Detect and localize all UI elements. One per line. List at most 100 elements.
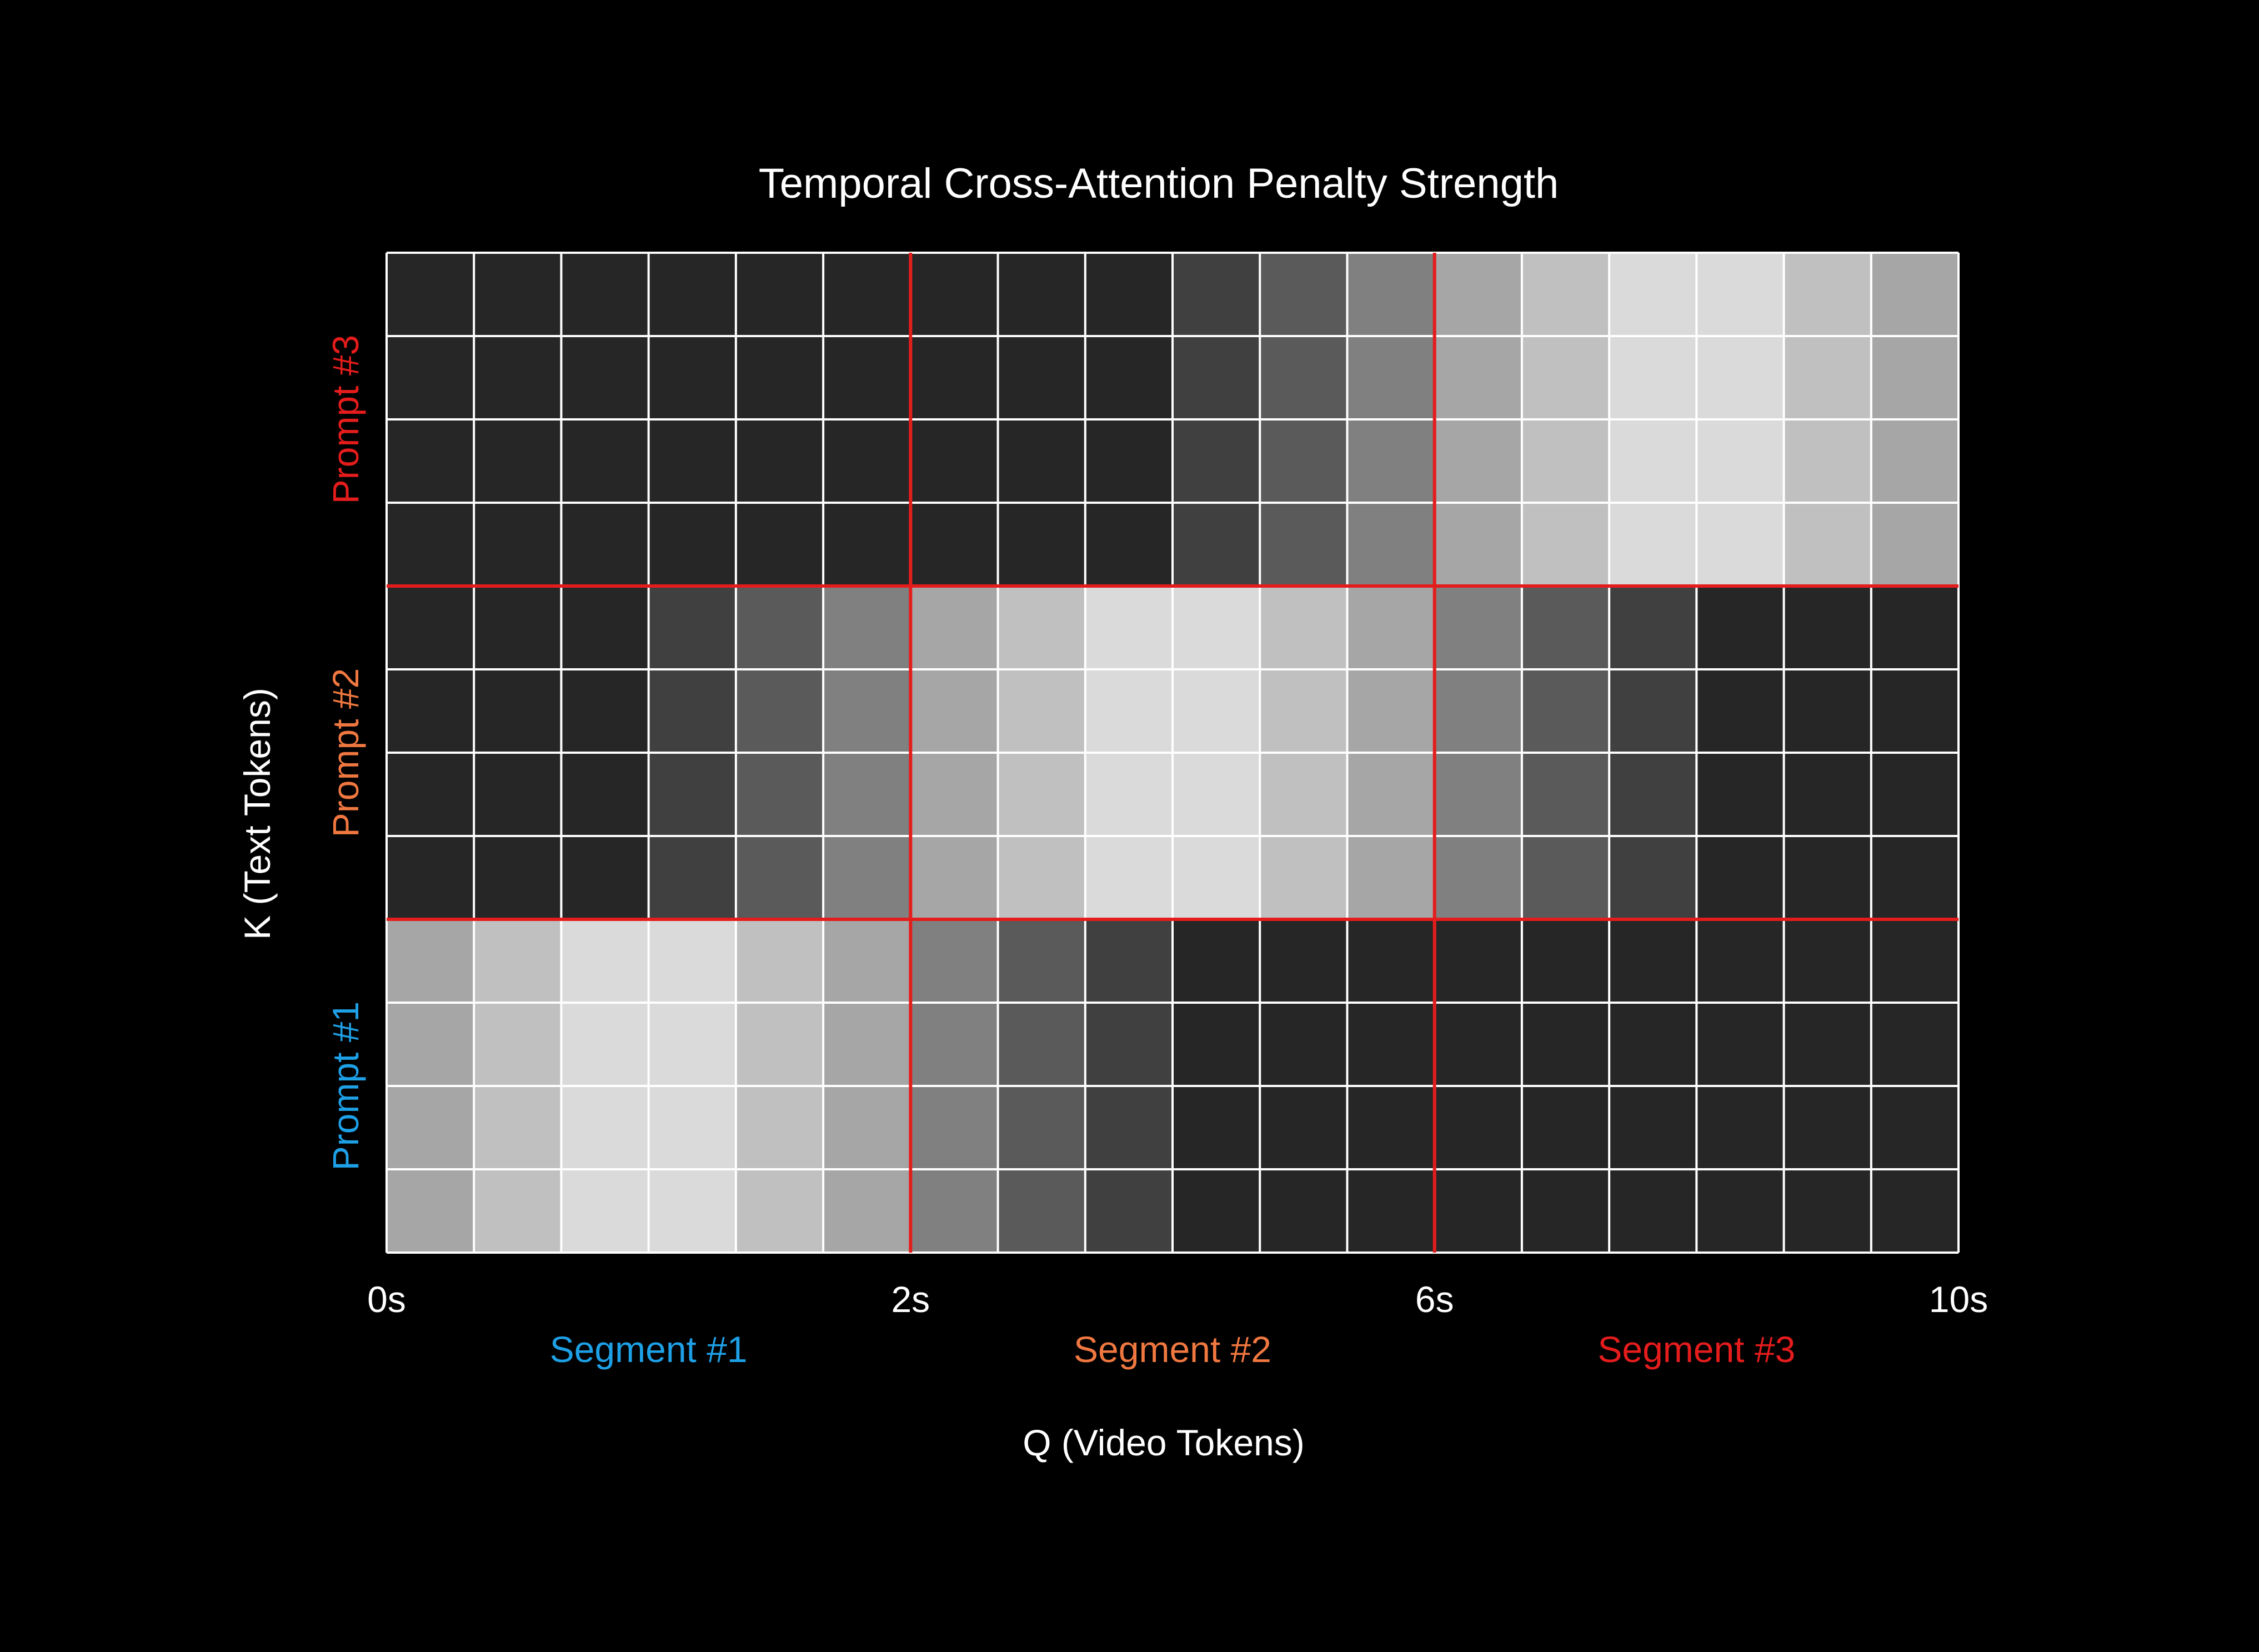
heatmap-cell <box>1434 1086 1522 1169</box>
heatmap-cell <box>998 836 1085 919</box>
heatmap-cell <box>1347 586 1435 669</box>
heatmap-cell <box>474 336 562 419</box>
heatmap-cell <box>1260 336 1348 419</box>
heatmap-cell <box>387 753 474 836</box>
heatmap-cell <box>387 1003 474 1086</box>
heatmap-cell <box>823 586 911 669</box>
heatmap-cell <box>561 1086 649 1169</box>
heatmap-cell <box>823 503 911 586</box>
heatmap-cell <box>1085 919 1173 1003</box>
heatmap-cell <box>1347 919 1435 1003</box>
heatmap-cell <box>1784 1086 1871 1169</box>
heatmap-cell <box>735 753 824 836</box>
heatmap-cell <box>823 1003 911 1086</box>
heatmap-cell <box>474 1003 562 1086</box>
heatmap-cell <box>998 919 1085 1003</box>
heatmap-cell <box>735 503 824 586</box>
heatmap-cell <box>648 669 736 753</box>
heatmap-cell <box>561 586 649 669</box>
heatmap-cell <box>1521 753 1610 836</box>
heatmap-cell <box>1173 669 1260 753</box>
heatmap-cell <box>1784 336 1871 419</box>
heatmap-cell <box>1521 919 1610 1003</box>
heatmap-cell <box>474 753 562 836</box>
heatmap-cell <box>1347 503 1435 586</box>
heatmap-cell <box>998 1169 1085 1253</box>
heatmap-cell <box>1871 836 1959 919</box>
heatmap-cell <box>1871 419 1959 503</box>
heatmap-cell <box>1609 1169 1697 1253</box>
heatmap-cell <box>998 336 1085 419</box>
heatmap-cell <box>1173 753 1260 836</box>
heatmap-cell <box>1521 1003 1610 1086</box>
heatmap-cell <box>561 919 649 1003</box>
heatmap-cell <box>1696 1086 1784 1169</box>
heatmap-cell <box>1609 919 1697 1003</box>
heatmap-cell <box>1434 419 1522 503</box>
segment-label: Segment #3 <box>1597 1329 1795 1370</box>
heatmap-cell <box>823 919 911 1003</box>
heatmap-cell <box>1784 919 1871 1003</box>
heatmap-cell <box>1085 836 1173 919</box>
heatmap-cell <box>1871 586 1959 669</box>
heatmap-cell <box>474 836 562 919</box>
heatmap-cell <box>1609 669 1697 753</box>
heatmap-cell <box>1173 1003 1260 1086</box>
heatmap-cell <box>1347 336 1435 419</box>
heatmap-cell <box>910 1003 998 1086</box>
heatmap-cell <box>1260 419 1348 503</box>
heatmap-cell <box>1609 836 1697 919</box>
heatmap-cell <box>735 836 824 919</box>
heatmap-cell <box>1085 1169 1173 1253</box>
heatmap-cell <box>1347 253 1435 336</box>
heatmap-cell <box>1260 1169 1348 1253</box>
heatmap-cell <box>910 1169 998 1253</box>
heatmap-cell <box>1871 1169 1959 1253</box>
heatmap-cell <box>910 586 998 669</box>
x-tick-labels: 0s 2s 6s 10s <box>367 1279 1988 1320</box>
heatmap-cell <box>998 1003 1085 1086</box>
heatmap-cell <box>474 1169 562 1253</box>
heatmap-cell <box>1609 1086 1697 1169</box>
heatmap-cell <box>1521 419 1610 503</box>
heatmap-cell <box>1696 836 1784 919</box>
heatmap-cell <box>1784 669 1871 753</box>
heatmap-cell <box>1085 586 1173 669</box>
heatmap-cell <box>561 836 649 919</box>
heatmap-cell <box>1085 419 1173 503</box>
heatmap-cell <box>648 419 736 503</box>
heatmap-cell <box>998 669 1085 753</box>
heatmap-cell <box>387 669 474 753</box>
heatmap-cell <box>648 919 736 1003</box>
heatmap-cell <box>387 919 474 1003</box>
heatmap-cell <box>1173 1086 1260 1169</box>
heatmap-cell <box>648 1169 736 1253</box>
heatmap-cell <box>1434 503 1522 586</box>
heatmap-cell <box>474 503 562 586</box>
heatmap-cell <box>1696 419 1784 503</box>
segment-labels: Segment #1 Segment #2 Segment #3 <box>550 1329 1796 1370</box>
heatmap-cell <box>648 253 736 336</box>
heatmap-cell <box>1609 419 1697 503</box>
x-tick-label: 2s <box>891 1279 930 1320</box>
heatmap-cell <box>1434 669 1522 753</box>
heatmap-cell <box>1173 919 1260 1003</box>
heatmap-cell <box>1434 1003 1522 1086</box>
heatmap-cell <box>387 336 474 419</box>
heatmap-cell <box>1347 1086 1435 1169</box>
prompt-label: Prompt #2 <box>325 668 366 837</box>
heatmap-cell <box>1347 836 1435 919</box>
heatmap-cell <box>910 253 998 336</box>
heatmap-cell <box>1609 586 1697 669</box>
heatmap-cell <box>1521 503 1610 586</box>
heatmap-cell <box>1260 1086 1348 1169</box>
heatmap-cell <box>1696 586 1784 669</box>
heatmap-cell <box>735 336 824 419</box>
heatmap-cell <box>998 753 1085 836</box>
heatmap-cell <box>1173 419 1260 503</box>
heatmap-cell <box>1260 1003 1348 1086</box>
heatmap-cell <box>1085 1003 1173 1086</box>
heatmap-cell <box>1609 753 1697 836</box>
heatmap-cells <box>387 253 1959 1253</box>
heatmap-cell <box>1260 919 1348 1003</box>
